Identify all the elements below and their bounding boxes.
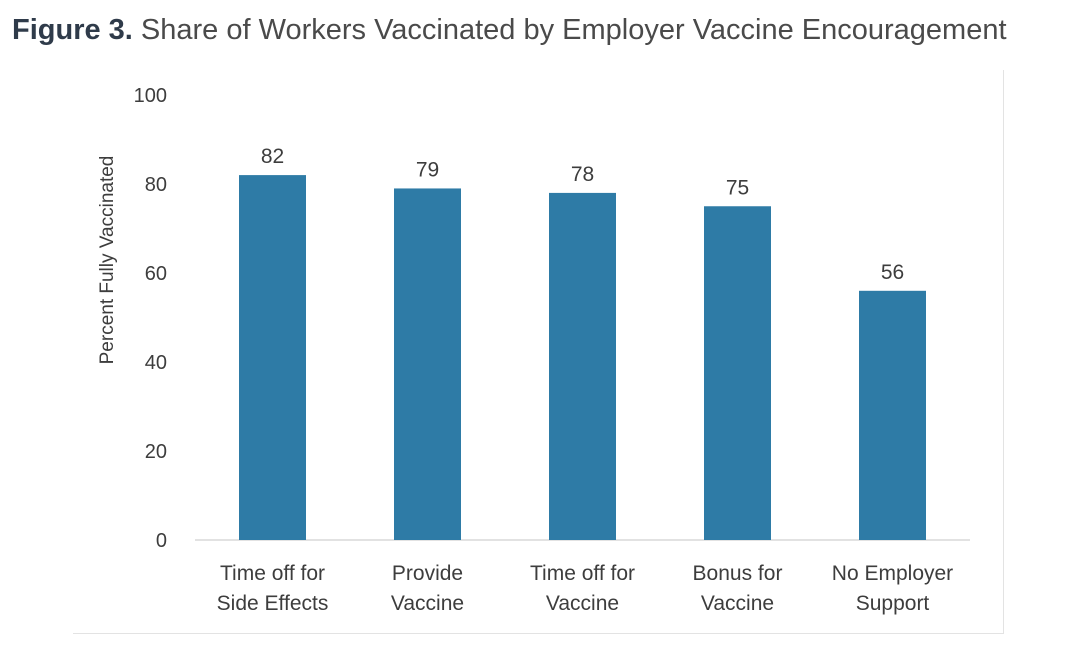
y-tick-label: 80: [145, 174, 167, 196]
category-label: Support: [856, 592, 930, 615]
bar: [704, 206, 771, 540]
bar-value-label: 56: [881, 261, 904, 284]
bar: [239, 175, 306, 540]
category-label: Time off for: [220, 562, 325, 585]
y-tick-label: 100: [134, 85, 167, 107]
category-label: Time off for: [530, 562, 635, 585]
bar: [859, 290, 926, 540]
y-tick-label: 60: [145, 263, 167, 285]
category-label: Provide: [392, 562, 463, 585]
figure-label: Figure 3.: [12, 14, 133, 46]
y-tick-label: 0: [156, 530, 167, 552]
figure-title: Figure 3. Share of Workers Vaccinated by…: [12, 14, 1007, 47]
bar: [549, 192, 616, 540]
category-label: Side Effects: [217, 592, 329, 615]
y-tick-label: 20: [145, 441, 167, 463]
category-label: Vaccine: [391, 592, 464, 615]
figure-title-text: Share of Workers Vaccinated by Employer …: [140, 14, 1007, 46]
category-labels: Time off for Side Effects Provide Vaccine Ti…: [217, 562, 954, 615]
category-label: Vaccine: [701, 592, 774, 615]
bars: [239, 175, 926, 540]
y-axis-ticks: 0 20 40 60 80 100: [134, 85, 167, 552]
bar-value-label: 82: [261, 145, 284, 168]
category-label: Bonus for: [693, 562, 783, 585]
bar: [394, 188, 461, 540]
category-label: No Employer: [832, 562, 953, 585]
data-labels: 82 79 78 75 56: [261, 145, 904, 284]
bar-value-label: 75: [726, 176, 749, 199]
y-axis-title: Percent Fully Vaccinated: [97, 156, 118, 365]
category-label: Vaccine: [546, 592, 619, 615]
bar-value-label: 79: [416, 158, 439, 181]
chart-frame: [73, 70, 1004, 634]
bar-value-label: 78: [571, 163, 594, 186]
y-tick-label: 40: [145, 352, 167, 374]
